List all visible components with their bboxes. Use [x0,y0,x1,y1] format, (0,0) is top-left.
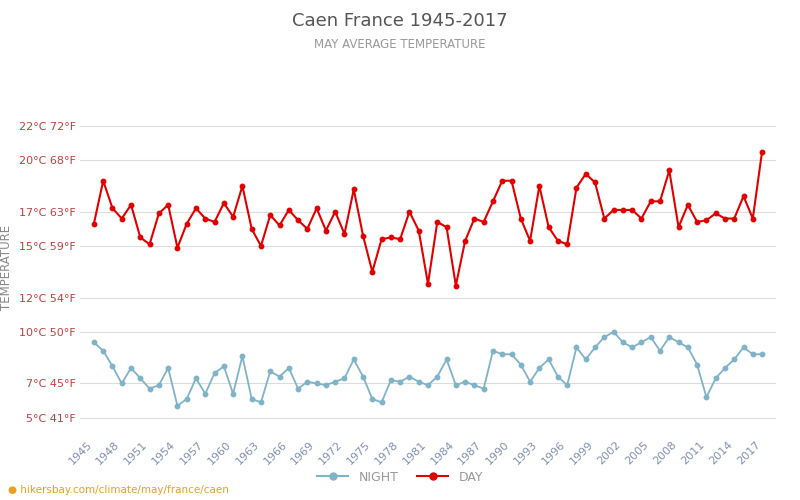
NIGHT [711,376,721,382]
Text: MAY AVERAGE TEMPERATURE: MAY AVERAGE TEMPERATURE [314,38,486,51]
Text: ● hikersbay.com/climate/may/france/caen: ● hikersbay.com/climate/may/france/caen [8,485,229,495]
NIGHT [683,344,693,350]
NIGHT [173,403,182,409]
NIGHT [247,396,257,402]
DAY [451,282,461,288]
Text: Caen France 1945-2017: Caen France 1945-2017 [292,12,508,30]
Y-axis label: TEMPERATURE: TEMPERATURE [0,225,13,310]
NIGHT [609,329,618,335]
DAY [89,220,98,226]
NIGHT [433,374,442,380]
DAY [423,281,433,287]
Line: DAY: DAY [92,150,764,288]
DAY [758,148,767,154]
NIGHT [321,382,330,388]
DAY [238,183,247,189]
DAY [674,224,683,230]
DAY [702,218,711,224]
Line: NIGHT: NIGHT [92,330,764,408]
Legend: NIGHT, DAY: NIGHT, DAY [312,466,488,489]
NIGHT [89,339,98,345]
DAY [655,198,665,204]
NIGHT [758,352,767,358]
NIGHT [665,334,674,340]
DAY [312,205,322,211]
